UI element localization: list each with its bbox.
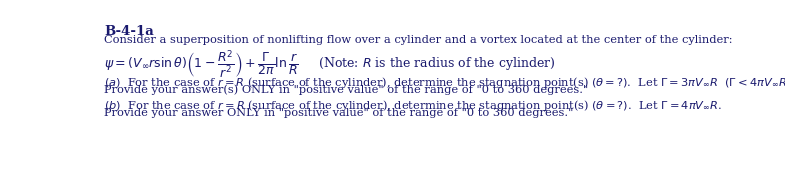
Text: Provide your answer(s) ONLY in "positive value" of the range of "0 to 360 degree: Provide your answer(s) ONLY in "positive…: [104, 85, 589, 95]
Text: B-4-1a: B-4-1a: [104, 25, 154, 38]
Text: $\psi = (V_{\infty}r\sin\theta)\left(1-\dfrac{R^2}{r^2}\right)+\dfrac{\Gamma}{2\: $\psi = (V_{\infty}r\sin\theta)\left(1-\…: [104, 49, 556, 80]
Text: Consider a superposition of nonlifting flow over a cylinder and a vortex located: Consider a superposition of nonlifting f…: [104, 35, 733, 45]
Text: $(a)$  For the case of $r=R$ (surface of the cylinder), determine the stagnation: $(a)$ For the case of $r=R$ (surface of …: [104, 75, 785, 90]
Text: $(b)$  For the case of $r=R$ (surface of the cylinder), determine the stagnation: $(b)$ For the case of $r=R$ (surface of …: [104, 98, 722, 113]
Text: Provide your answer ONLY in "positive value" of the range of "0 to 360 degrees.": Provide your answer ONLY in "positive va…: [104, 108, 574, 118]
